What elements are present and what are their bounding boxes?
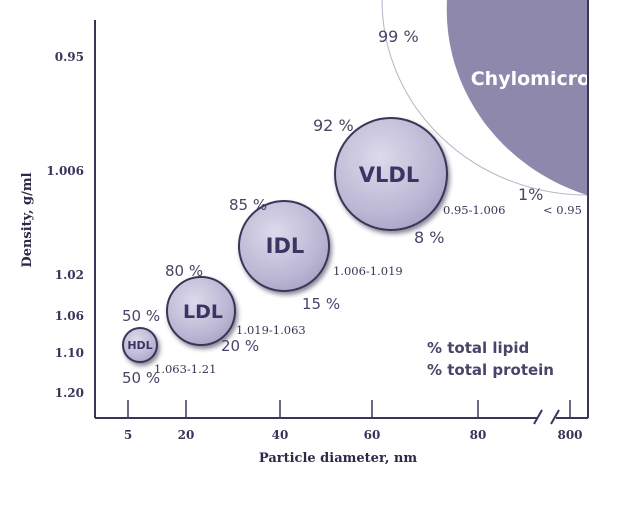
x-tick-label: 5 (124, 428, 132, 442)
y-tick-label: 1.06 (55, 309, 84, 323)
ldl-label: LDL (183, 301, 223, 323)
axis-break-mark-1 (533, 409, 543, 425)
hdl-density-range: 1.063-1.21 (154, 362, 216, 376)
y-ticks: 0.95 1.006 1.02 1.06 1.10 1.20 (46, 50, 84, 400)
y-tick-label: 1.02 (55, 268, 84, 282)
idl-label: IDL (266, 234, 305, 258)
chylo-density-range: < 0.95 (543, 203, 582, 217)
bubble-idl (238, 200, 330, 292)
legend-lipid: % total lipid (427, 339, 529, 357)
hdl-label: HDL (127, 339, 152, 352)
bubble-vldl (334, 117, 448, 231)
y-tick-label: 0.95 (55, 50, 84, 64)
y-axis-title: Density, g/ml (20, 172, 35, 267)
hdl-lipid-pct: 50 % (122, 307, 160, 325)
idl-lipid-pct: 85 % (229, 196, 267, 214)
vldl-protein-pct: 8 % (414, 228, 444, 247)
ldl-lipid-pct: 80 % (165, 262, 203, 280)
idl-density-range: 1.006-1.019 (333, 264, 403, 278)
vldl-lipid-pct: 92 % (313, 116, 354, 135)
idl-protein-pct: 15 % (302, 295, 340, 313)
legend-protein: % total protein (427, 361, 554, 379)
hdl-protein-pct: 50 % (122, 369, 160, 387)
y-tick-label: 1.10 (55, 346, 84, 360)
chylomicrons-label: Chylomicrons (471, 68, 615, 90)
vldl-label: VLDL (359, 163, 419, 187)
bubble-hdl (122, 327, 158, 363)
ldl-protein-pct: 20 % (221, 337, 259, 355)
axis-break-mark-2 (550, 409, 560, 425)
chylomicrons-shape (446, 0, 587, 195)
ldl-density-range: 1.019-1.063 (236, 323, 306, 337)
x-tick-label: 80 (470, 428, 487, 442)
vldl-density-range: 0.95-1.006 (443, 203, 505, 217)
x-tick-label: 40 (272, 428, 289, 442)
bubble-ldl (166, 276, 236, 346)
x-tick-label: 60 (364, 428, 381, 442)
chylo-lipid-pct: 99 % (378, 27, 419, 46)
x-tick-label: 800 (557, 428, 582, 442)
x-tick-label: 20 (178, 428, 195, 442)
x-ticks: 5 20 40 60 80 800 (124, 400, 583, 442)
y-tick-label: 1.20 (55, 386, 84, 400)
chylo-protein-pct: 1% (518, 185, 543, 204)
y-tick-label: 1.006 (46, 164, 84, 178)
x-axis-title: Particle diameter, nm (259, 451, 417, 466)
